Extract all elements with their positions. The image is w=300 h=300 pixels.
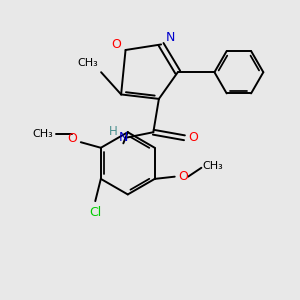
Text: O: O bbox=[179, 170, 188, 183]
Text: Cl: Cl bbox=[89, 206, 101, 219]
Text: N: N bbox=[165, 31, 175, 44]
Text: N: N bbox=[118, 131, 128, 144]
Text: CH₃: CH₃ bbox=[202, 160, 223, 171]
Text: H: H bbox=[109, 124, 118, 138]
Text: O: O bbox=[112, 38, 122, 51]
Text: CH₃: CH₃ bbox=[33, 129, 53, 140]
Text: O: O bbox=[188, 131, 198, 144]
Text: O: O bbox=[67, 132, 77, 146]
Text: CH₃: CH₃ bbox=[77, 58, 98, 68]
